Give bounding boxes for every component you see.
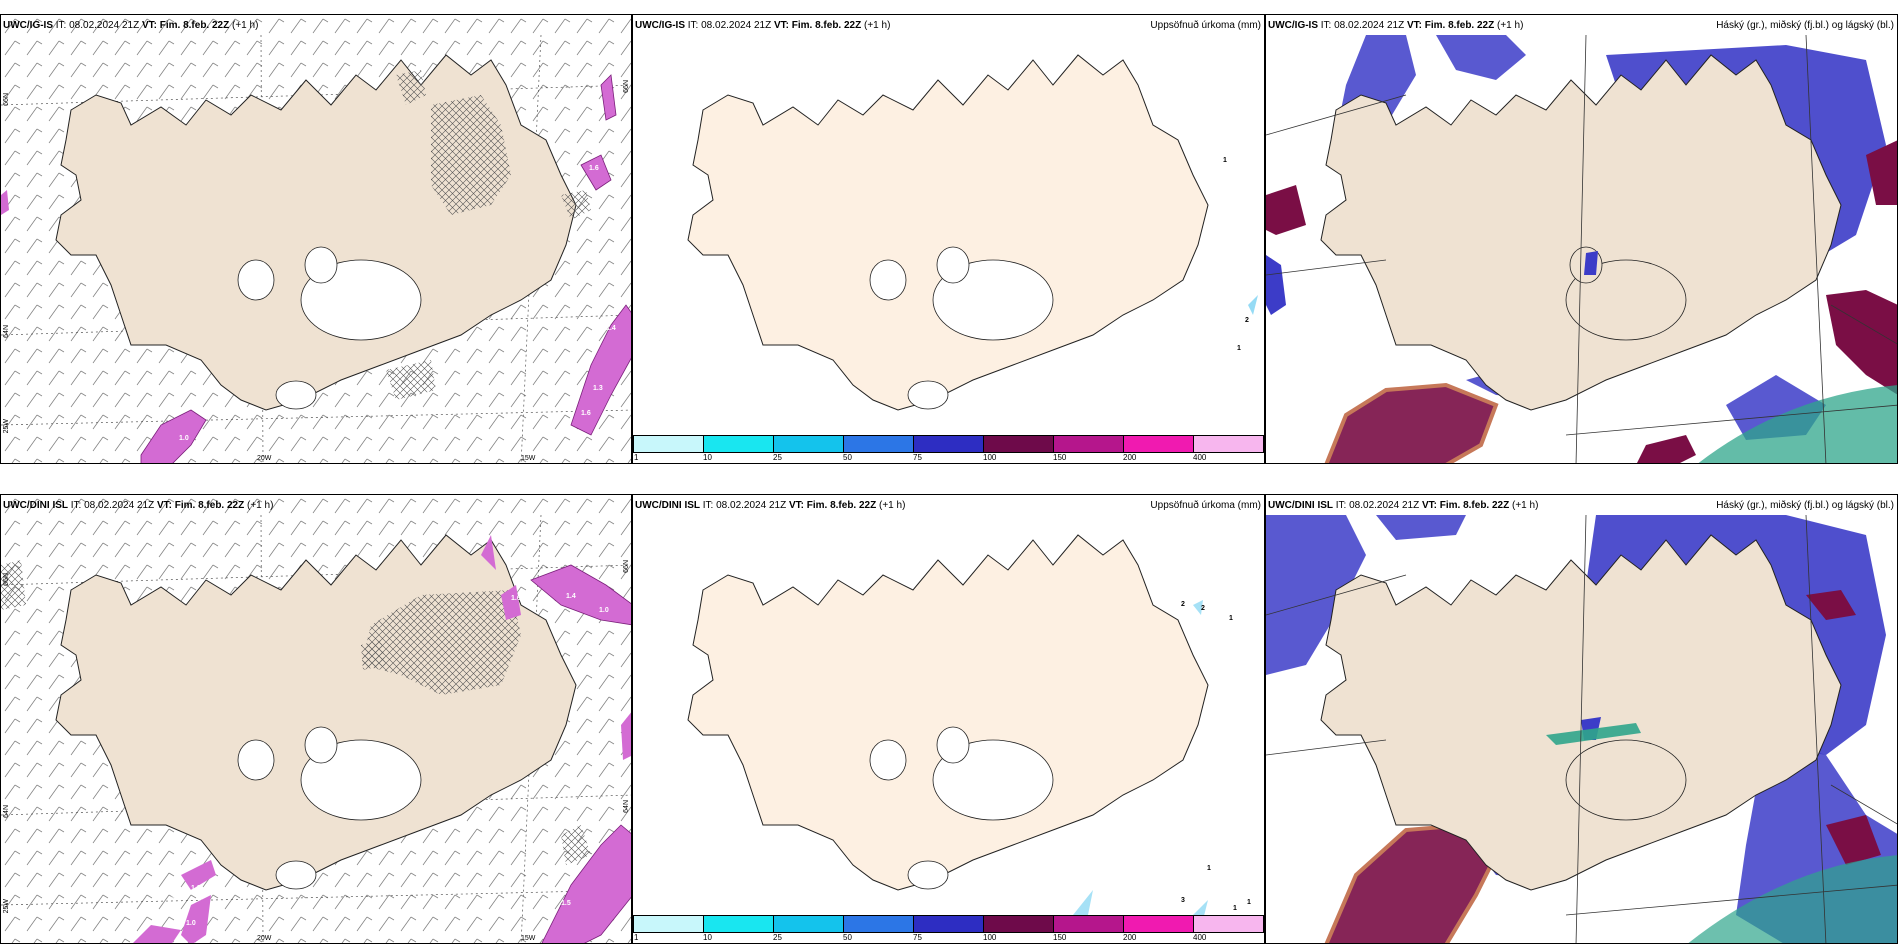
gust-value: 1.5 xyxy=(561,900,571,907)
gust-value: 1.6 xyxy=(589,165,599,172)
colorbar-labels: 1 10 25 50 75 100 150 200 400 xyxy=(633,453,1264,463)
lat-label: 64N xyxy=(623,800,630,813)
colorbar-label: 1 xyxy=(634,453,639,462)
colorbar-label: 25 xyxy=(773,933,782,942)
colorbar-label: 100 xyxy=(983,933,997,942)
colorbar-label: 200 xyxy=(1123,453,1137,462)
lat-label: 66N xyxy=(623,560,630,573)
gust-value: 1.8 xyxy=(191,885,201,892)
colorbar-segment xyxy=(703,435,773,453)
colorbar-segment xyxy=(1053,915,1123,933)
colorbar-segment xyxy=(843,915,913,933)
colorbar-segment xyxy=(913,435,983,453)
precip-value: 1 xyxy=(1247,899,1251,906)
cloud-map xyxy=(1266,34,1897,463)
panel-title: UWC/IG-IS IT: 08.02.2024 21Z VT: Fim. 8.… xyxy=(3,20,259,31)
precip-map-panel-top: UWC/IG-IS IT: 08.02.2024 21Z VT: Fim. 8.… xyxy=(632,14,1265,464)
gust-value: 1.6 xyxy=(511,595,521,602)
colorbar-segment xyxy=(1193,435,1264,453)
colorbar-labels: 1 10 25 50 75 100 150 200 400 xyxy=(633,933,1264,943)
colorbar-segment xyxy=(843,435,913,453)
colorbar-label: 75 xyxy=(913,453,922,462)
precip-value: 2 xyxy=(1245,317,1249,324)
colorbar-label: 200 xyxy=(1123,933,1137,942)
gust-value: 1.0 xyxy=(179,435,189,442)
colorbar-label: 25 xyxy=(773,453,782,462)
panel-title: UWC/DINI ISL IT: 08.02.2024 21Z VT: Fim.… xyxy=(635,500,906,511)
precip-title: Uppsöfnuð úrkoma (mm) xyxy=(1150,500,1261,511)
colorbar-label: 50 xyxy=(843,453,852,462)
colorbar-segment xyxy=(633,915,703,933)
cloud-map xyxy=(1266,514,1897,943)
colorbar-segment xyxy=(633,435,703,453)
gust-value: 1.0 xyxy=(186,920,196,927)
colorbar-label: 400 xyxy=(1193,453,1207,462)
colorbar-segment xyxy=(1123,915,1193,933)
precip-value: 2 xyxy=(1201,605,1205,612)
wind-map xyxy=(1,15,631,463)
precip-colorbar xyxy=(633,435,1264,453)
gust-value: 1.0 xyxy=(599,607,609,614)
colorbar-segment xyxy=(1123,435,1193,453)
gust-value: 1.6 xyxy=(171,895,181,902)
panel-title: UWC/DINI ISL IT: 08.02.2024 21Z VT: Fim.… xyxy=(3,500,274,511)
precip-map-panel-bottom: UWC/DINI ISL IT: 08.02.2024 21Z VT: Fim.… xyxy=(632,494,1265,944)
cloud-title: Háský (gr.), miðský (fj.bl.) og lágský (… xyxy=(1716,20,1894,31)
colorbar-label: 50 xyxy=(843,933,852,942)
colorbar-segment xyxy=(703,915,773,933)
colorbar-label: 10 xyxy=(703,933,712,942)
wind-map xyxy=(1,495,631,943)
colorbar-segment xyxy=(1053,435,1123,453)
colorbar-segment xyxy=(983,915,1053,933)
precip-value: 1 xyxy=(1233,905,1237,912)
lon-label: 20W xyxy=(257,455,272,462)
gust-value: 1.7 xyxy=(571,865,581,872)
colorbar-segment xyxy=(1193,915,1264,933)
panel-title: UWC/IG-IS IT: 08.02.2024 21Z VT: Fim. 8.… xyxy=(635,20,891,31)
gust-value: 1.3 xyxy=(593,385,603,392)
precip-title: Uppsöfnuð úrkoma (mm) xyxy=(1150,20,1261,31)
precip-map xyxy=(687,54,1258,411)
precip-map xyxy=(687,534,1209,920)
lon-label: 15W xyxy=(521,935,536,942)
colorbar-segment xyxy=(773,915,843,933)
cloud-title: Háský (gr.), miðský (fj.bl.) og lágský (… xyxy=(1716,500,1894,511)
lat-label: 66N xyxy=(3,93,10,106)
wind-map-panel-bottom: UWC/DINI ISL IT: 08.02.2024 21Z VT: Fim.… xyxy=(0,494,632,944)
precip-colorbar xyxy=(633,915,1264,933)
lon-label: 20W xyxy=(257,935,272,942)
lat-label: 64N xyxy=(3,805,10,818)
precip-value: 1 xyxy=(1207,865,1211,872)
gust-value: 1.6 xyxy=(581,410,591,417)
precip-value: 3 xyxy=(1181,897,1185,904)
panel-title: UWC/IG-IS IT: 08.02.2024 21Z VT: Fim. 8.… xyxy=(1268,20,1524,31)
cloud-map-panel-bottom: UWC/DINI ISL IT: 08.02.2024 21Z VT: Fim.… xyxy=(1265,494,1898,944)
colorbar-label: 400 xyxy=(1193,933,1207,942)
precip-value: 1 xyxy=(1229,615,1233,622)
lat-label: 64N xyxy=(3,325,10,338)
gust-value: 1.4 xyxy=(606,325,616,332)
lat-label: 25W xyxy=(3,419,10,434)
colorbar-segment xyxy=(983,435,1053,453)
precip-value: 2 xyxy=(1181,601,1185,608)
lon-label: 15W xyxy=(521,455,536,462)
lat-label: 66N xyxy=(623,80,630,93)
colorbar-label: 150 xyxy=(1053,453,1067,462)
colorbar-segment xyxy=(913,915,983,933)
colorbar-label: 75 xyxy=(913,933,922,942)
lat-label: 25W xyxy=(3,899,10,914)
wind-map-panel-top: UWC/IG-IS IT: 08.02.2024 21Z VT: Fim. 8.… xyxy=(0,14,632,464)
precip-value: 1 xyxy=(1223,157,1227,164)
colorbar-label: 1 xyxy=(634,933,639,942)
gust-value: 1.4 xyxy=(566,593,576,600)
lat-label: 66N xyxy=(3,573,10,586)
precip-value: 1 xyxy=(1237,345,1241,352)
colorbar-label: 10 xyxy=(703,453,712,462)
colorbar-segment xyxy=(773,435,843,453)
panel-title: UWC/DINI ISL IT: 08.02.2024 21Z VT: Fim.… xyxy=(1268,500,1539,511)
cloud-map-panel-top: UWC/IG-IS IT: 08.02.2024 21Z VT: Fim. 8.… xyxy=(1265,14,1898,464)
colorbar-label: 100 xyxy=(983,453,997,462)
colorbar-label: 150 xyxy=(1053,933,1067,942)
